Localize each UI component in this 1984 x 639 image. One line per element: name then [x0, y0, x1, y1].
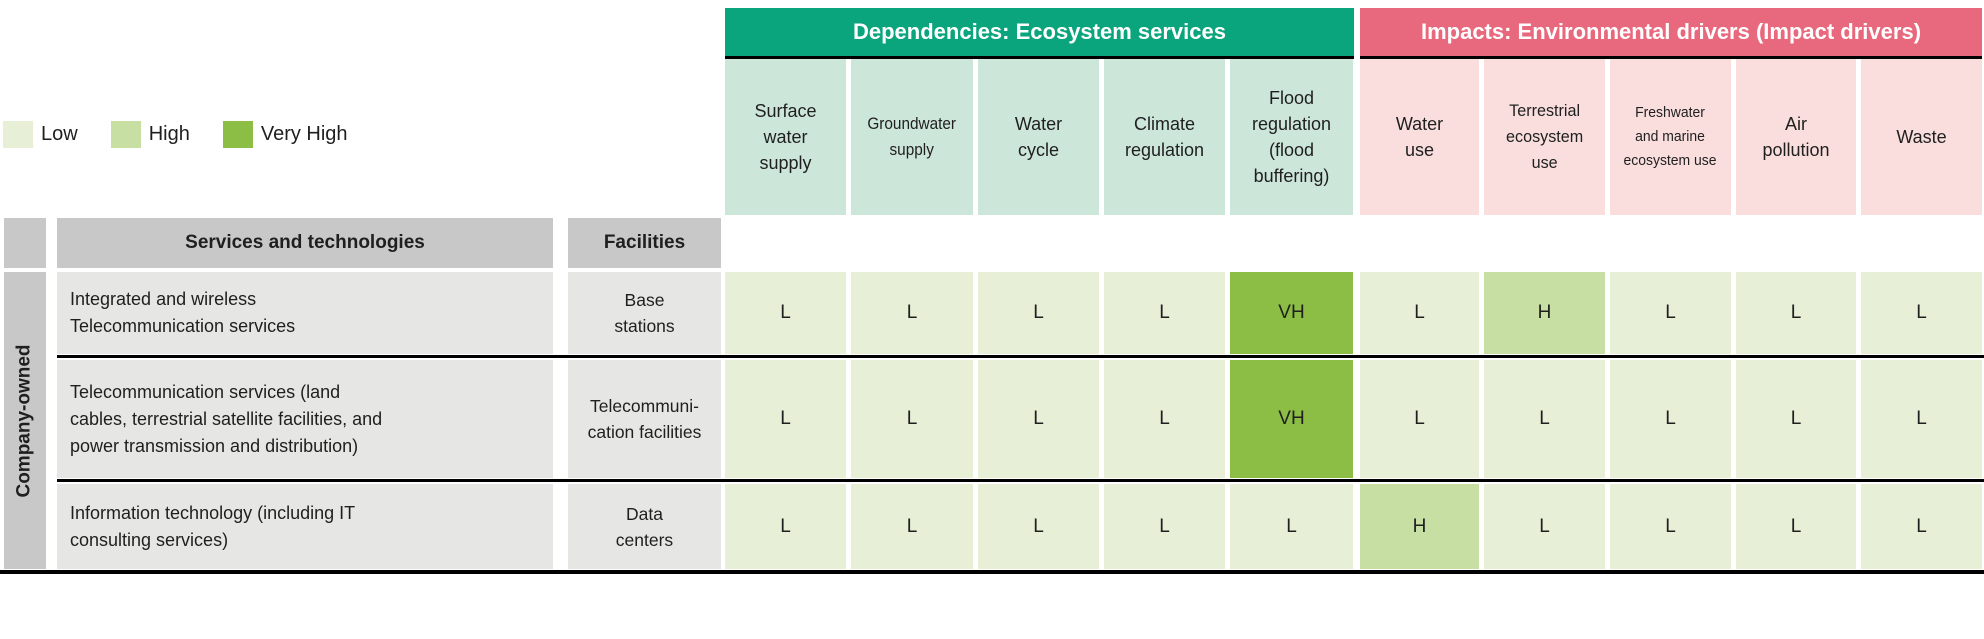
cell-r3-water-use: H — [1360, 484, 1479, 569]
col-header-water-cycle: Water cycle — [978, 59, 1099, 215]
cell-r1-air-pollution: L — [1736, 272, 1856, 354]
service-cell-row2: Telecommunication services (land cables,… — [57, 360, 553, 478]
legend: Low High Very High — [3, 121, 381, 148]
col-header-groundwater-supply: Groundwater supply — [851, 59, 973, 215]
service-cell-row3: Information technology (including IT con… — [57, 484, 553, 569]
service-cell-row1: Integrated and wireless Telecommunicatio… — [57, 272, 553, 354]
cell-r1-terrestrial: H — [1484, 272, 1605, 354]
cell-r3-surface-water: L — [725, 484, 846, 569]
legend-item-high: High — [110, 121, 190, 148]
cell-r2-groundwater: L — [851, 360, 973, 478]
col-header-freshwater-marine-ecosystem-use: Freshwater and marine ecosystem use — [1610, 59, 1731, 215]
table-bottom-rule — [0, 570, 1984, 574]
cell-r3-waste: L — [1861, 484, 1982, 569]
facility-cell-row2: Telecommuni- cation facilities — [568, 360, 721, 478]
cell-r2-surface-water: L — [725, 360, 846, 478]
col-header-surface-water-supply: Surface water supply — [725, 59, 846, 215]
legend-item-low: Low — [3, 121, 78, 148]
cell-r1-freshwater-marine: L — [1610, 272, 1731, 354]
legend-label-very-high: Very High — [260, 123, 348, 145]
facility-cell-row1: Base stations — [568, 272, 721, 354]
dependencies-band: Dependencies: Ecosystem services — [725, 8, 1354, 59]
cell-r3-air-pollution: L — [1736, 484, 1856, 569]
cell-r2-water-use: L — [1360, 360, 1479, 478]
col-header-water-use: Water use — [1360, 59, 1479, 215]
cell-r3-climate-regulation: L — [1104, 484, 1225, 569]
cell-r1-surface-water: L — [725, 272, 846, 354]
services-and-technologies-header: Services and technologies — [57, 218, 553, 268]
row-divider — [57, 479, 1984, 482]
cell-r1-water-cycle: L — [978, 272, 1099, 354]
row-group-company-owned: Company-owned — [4, 272, 46, 569]
cell-r1-groundwater: L — [851, 272, 973, 354]
col-header-waste: Waste — [1861, 59, 1982, 215]
cell-r2-flood-regulation: VH — [1230, 360, 1353, 478]
col-header-text: Terrestrial ecosystem use — [1505, 101, 1584, 172]
service-text: Information technology (including IT con… — [70, 502, 356, 550]
col-header-climate-regulation: Climate regulation — [1104, 59, 1225, 215]
cell-r2-terrestrial: L — [1484, 360, 1605, 478]
col-header-air-pollution: Air pollution — [1736, 59, 1856, 215]
cell-r1-climate-regulation: L — [1104, 272, 1225, 354]
cell-r1-waste: L — [1861, 272, 1982, 354]
facility-cell-row3: Data centers — [568, 484, 721, 569]
col-header-flood-regulation: Flood regulation (flood buffering) — [1230, 59, 1353, 215]
legend-swatch-very-high — [222, 121, 253, 148]
cell-r2-climate-regulation: L — [1104, 360, 1225, 478]
cell-r2-waste: L — [1861, 360, 1982, 478]
cell-r2-water-cycle: L — [978, 360, 1099, 478]
row-divider — [57, 355, 1984, 358]
cell-r2-air-pollution: L — [1736, 360, 1856, 478]
col-header-terrestrial-ecosystem-use: Terrestrial ecosystem use — [1484, 59, 1605, 215]
cell-r1-flood-regulation: VH — [1230, 272, 1353, 354]
legend-label-high: High — [148, 123, 190, 145]
cell-r3-freshwater-marine: L — [1610, 484, 1731, 569]
cell-r3-terrestrial: L — [1484, 484, 1605, 569]
legend-swatch-high — [110, 121, 141, 148]
cell-r2-freshwater-marine: L — [1610, 360, 1731, 478]
cell-r1-water-use: L — [1360, 272, 1479, 354]
service-text: Telecommunication services (land cables,… — [70, 381, 383, 456]
facilities-header: Facilities — [568, 218, 721, 268]
legend-swatch-low — [3, 121, 33, 148]
col-header-text: Groundwater supply — [867, 115, 957, 159]
legend-label-low: Low — [41, 123, 78, 145]
company-owned-label: Company-owned — [14, 343, 35, 498]
service-text: Integrated and wireless Telecommunicatio… — [70, 289, 296, 336]
cell-r3-flood-regulation: L — [1230, 484, 1353, 569]
legend-item-very-high: Very High — [222, 121, 348, 148]
impacts-band: Impacts: Environmental drivers (Impact d… — [1360, 8, 1982, 59]
cell-r3-groundwater: L — [851, 484, 973, 569]
corner-spacer — [4, 218, 46, 268]
cell-r3-water-cycle: L — [978, 484, 1099, 569]
col-header-text: Freshwater and marine ecosystem use — [1623, 104, 1718, 169]
